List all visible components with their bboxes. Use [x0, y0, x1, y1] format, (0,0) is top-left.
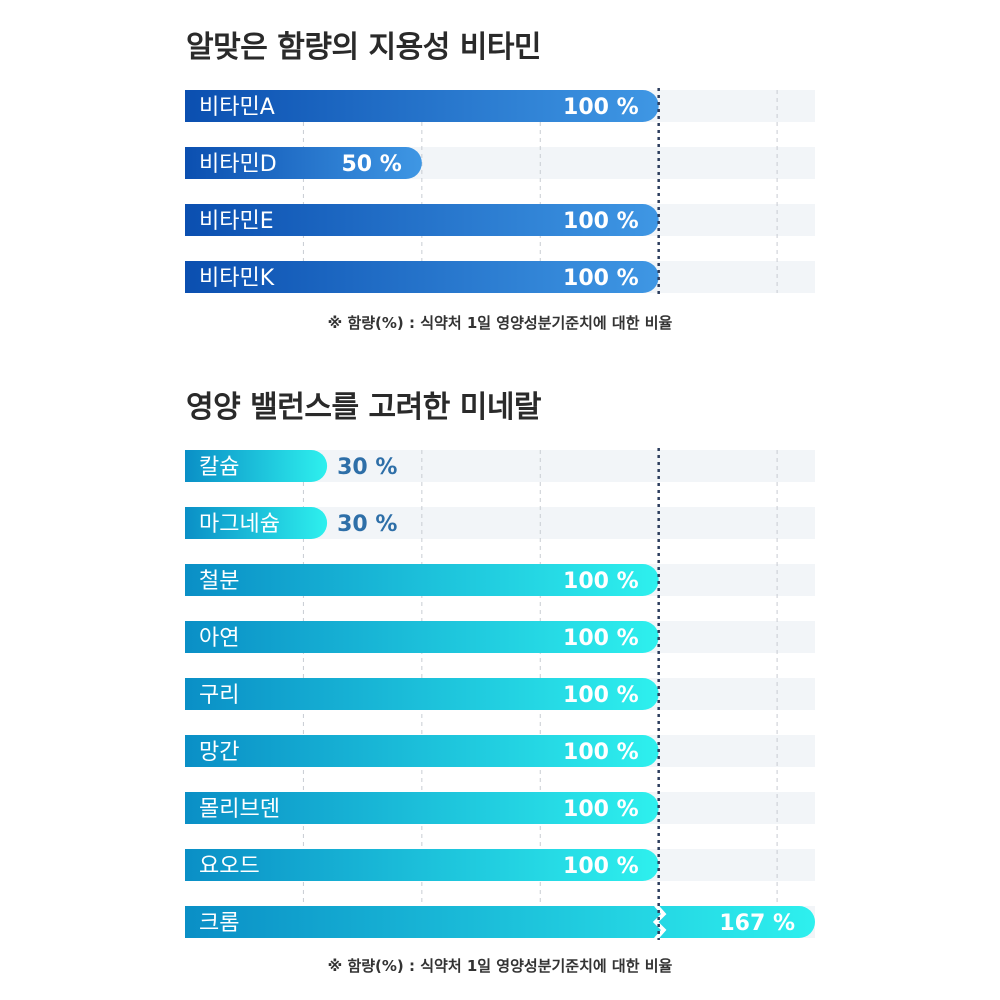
bar-group-1: 칼슘 30 % [185, 450, 397, 482]
value-label: 100 % [563, 209, 639, 234]
bar-group-7: 몰리브덴 100 % [185, 792, 659, 824]
category-label: 구리 [199, 683, 239, 708]
bar-group-9: 크롬 167 % [185, 903, 815, 941]
bar [185, 849, 659, 881]
bar-group-6: 망간 100 % [185, 735, 659, 767]
bar [185, 621, 659, 653]
value-label: 100 % [563, 569, 639, 594]
value-label: 100 % [563, 626, 639, 651]
category-label: 마그네슘 [199, 512, 280, 537]
vitamin-bar-chart: 비타민A 100 % 비타민D 50 % 비타민E 100 % 비타민K 100 % [185, 88, 815, 295]
mineral-bar-chart: 칼슘 30 % 마그네슘 30 % 철분 100 % 아연 100 % 구리 100 % 망간 100… [185, 448, 815, 941]
value-label: 30 % [337, 512, 397, 537]
value-label: 100 % [563, 797, 639, 822]
bar-group-2: 비타민D 50 % [185, 147, 422, 179]
bar [185, 507, 328, 539]
value-label: 50 % [342, 152, 402, 177]
bar [185, 90, 659, 122]
vitamin-chart-title: 알맞은 함량의 지용성 비타민 [186, 30, 542, 65]
value-label: 167 % [719, 911, 795, 936]
bar-group-8: 요오드 100 % [185, 849, 659, 881]
category-label: 크롬 [199, 911, 239, 936]
bar [185, 147, 422, 179]
value-label: 100 % [563, 95, 639, 120]
bar [185, 678, 659, 710]
bar [185, 906, 815, 938]
value-label: 100 % [563, 740, 639, 765]
mineral-footnote: ※ 함량(%) : 식약처 1일 영양성분기준치에 대한 비율 [327, 957, 673, 975]
category-label: 비타민E [199, 209, 274, 234]
bar-group-4: 비타민K 100 % [185, 261, 659, 293]
category-label: 철분 [199, 569, 239, 594]
category-label: 망간 [199, 740, 239, 765]
value-label: 100 % [563, 683, 639, 708]
bar-group-5: 구리 100 % [185, 678, 659, 710]
category-label: 비타민A [199, 95, 275, 120]
category-label: 요오드 [199, 854, 260, 879]
category-label: 몰리브덴 [199, 797, 280, 822]
bar [185, 792, 659, 824]
axis-break-mark [652, 903, 667, 941]
bar [185, 204, 659, 236]
vitamin-footnote: ※ 함량(%) : 식약처 1일 영양성분기준치에 대한 비율 [327, 314, 673, 332]
bar [185, 450, 328, 482]
value-label: 100 % [563, 266, 639, 291]
bar-group-3: 철분 100 % [185, 564, 659, 596]
category-label: 비타민K [199, 266, 275, 291]
mineral-chart-title: 영양 밸런스를 고려한 미네랄 [186, 390, 542, 425]
category-label: 아연 [199, 626, 239, 651]
bar-group-1: 비타민A 100 % [185, 90, 659, 122]
bar-group-2: 마그네슘 30 % [185, 507, 397, 539]
category-label: 비타민D [199, 152, 277, 177]
value-label: 30 % [337, 455, 397, 480]
bar-group-3: 비타민E 100 % [185, 204, 659, 236]
bar-group-4: 아연 100 % [185, 621, 659, 653]
category-label: 칼슘 [199, 455, 239, 480]
bar [185, 261, 659, 293]
bar [185, 735, 659, 767]
value-label: 100 % [563, 854, 639, 879]
bar [185, 564, 659, 596]
